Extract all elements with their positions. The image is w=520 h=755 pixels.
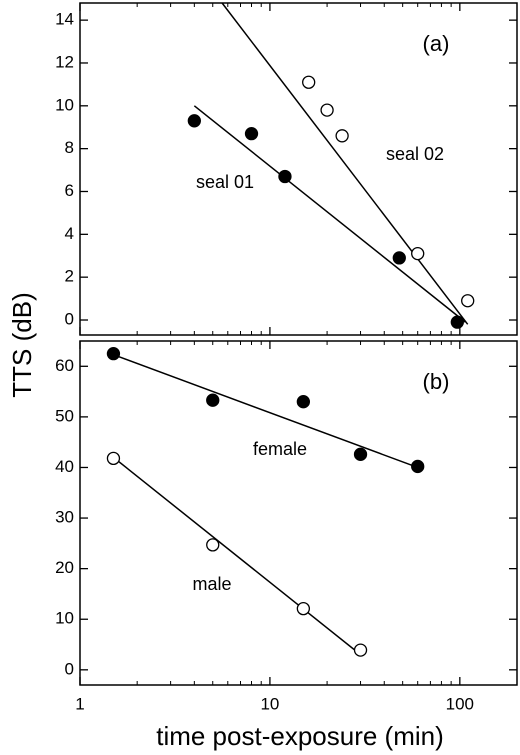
- x-tick-label: 10: [260, 694, 279, 713]
- data-point: [296, 395, 311, 409]
- data-point: [206, 393, 220, 407]
- y-tick-label: 4: [65, 224, 74, 243]
- x-tick-label: 1: [75, 694, 84, 713]
- data-point: [461, 294, 475, 308]
- plot-frame: [79, 2, 518, 336]
- data-point: [278, 169, 292, 184]
- series-label: seal 02: [386, 144, 444, 164]
- fit-line: [221, 2, 469, 325]
- y-tick-label: 40: [55, 457, 74, 476]
- y-tick-label: 10: [55, 609, 74, 628]
- data-point: [353, 447, 368, 461]
- y-tick-label: 30: [55, 508, 74, 527]
- data-point: [296, 601, 311, 616]
- x-tick-label: 100: [446, 694, 474, 713]
- series-label: female: [253, 439, 307, 459]
- y-tick-label: 8: [65, 138, 74, 157]
- data-point: [411, 459, 425, 474]
- data-point: [302, 75, 316, 89]
- y-tick-label: 20: [55, 558, 74, 577]
- fit-line: [113, 353, 418, 469]
- data-point: [106, 451, 121, 466]
- y-tick-label: 50: [55, 406, 74, 425]
- series-label: male: [192, 574, 231, 594]
- y-tick-label: 14: [55, 10, 74, 29]
- y-tick-label: 0: [65, 659, 74, 678]
- data-point: [335, 129, 349, 143]
- y-tick-label: 12: [55, 52, 74, 71]
- fit-line: [193, 105, 466, 323]
- data-point: [206, 538, 220, 552]
- data-point: [320, 103, 334, 117]
- fit-line: [112, 456, 361, 656]
- panel-label: (a): [423, 31, 450, 56]
- data-point: [392, 251, 406, 265]
- y-tick-label: 10: [55, 95, 74, 114]
- y-tick-label: 0: [65, 309, 74, 328]
- panel-label: (b): [423, 369, 450, 394]
- y-tick-label: 2: [65, 267, 74, 286]
- series-label: seal 01: [196, 172, 254, 192]
- y-tick-label: 60: [55, 356, 74, 375]
- data-point: [106, 346, 121, 361]
- data-point: [450, 315, 464, 329]
- y-axis-label: TTS (dB): [7, 292, 37, 397]
- data-point: [187, 114, 201, 128]
- y-tick-label: 6: [65, 181, 74, 200]
- data-point: [411, 246, 425, 261]
- data-point: [353, 643, 368, 657]
- x-axis-label: time post-exposure (min): [156, 721, 444, 751]
- plot-frame: [79, 340, 518, 686]
- data-point: [244, 127, 259, 141]
